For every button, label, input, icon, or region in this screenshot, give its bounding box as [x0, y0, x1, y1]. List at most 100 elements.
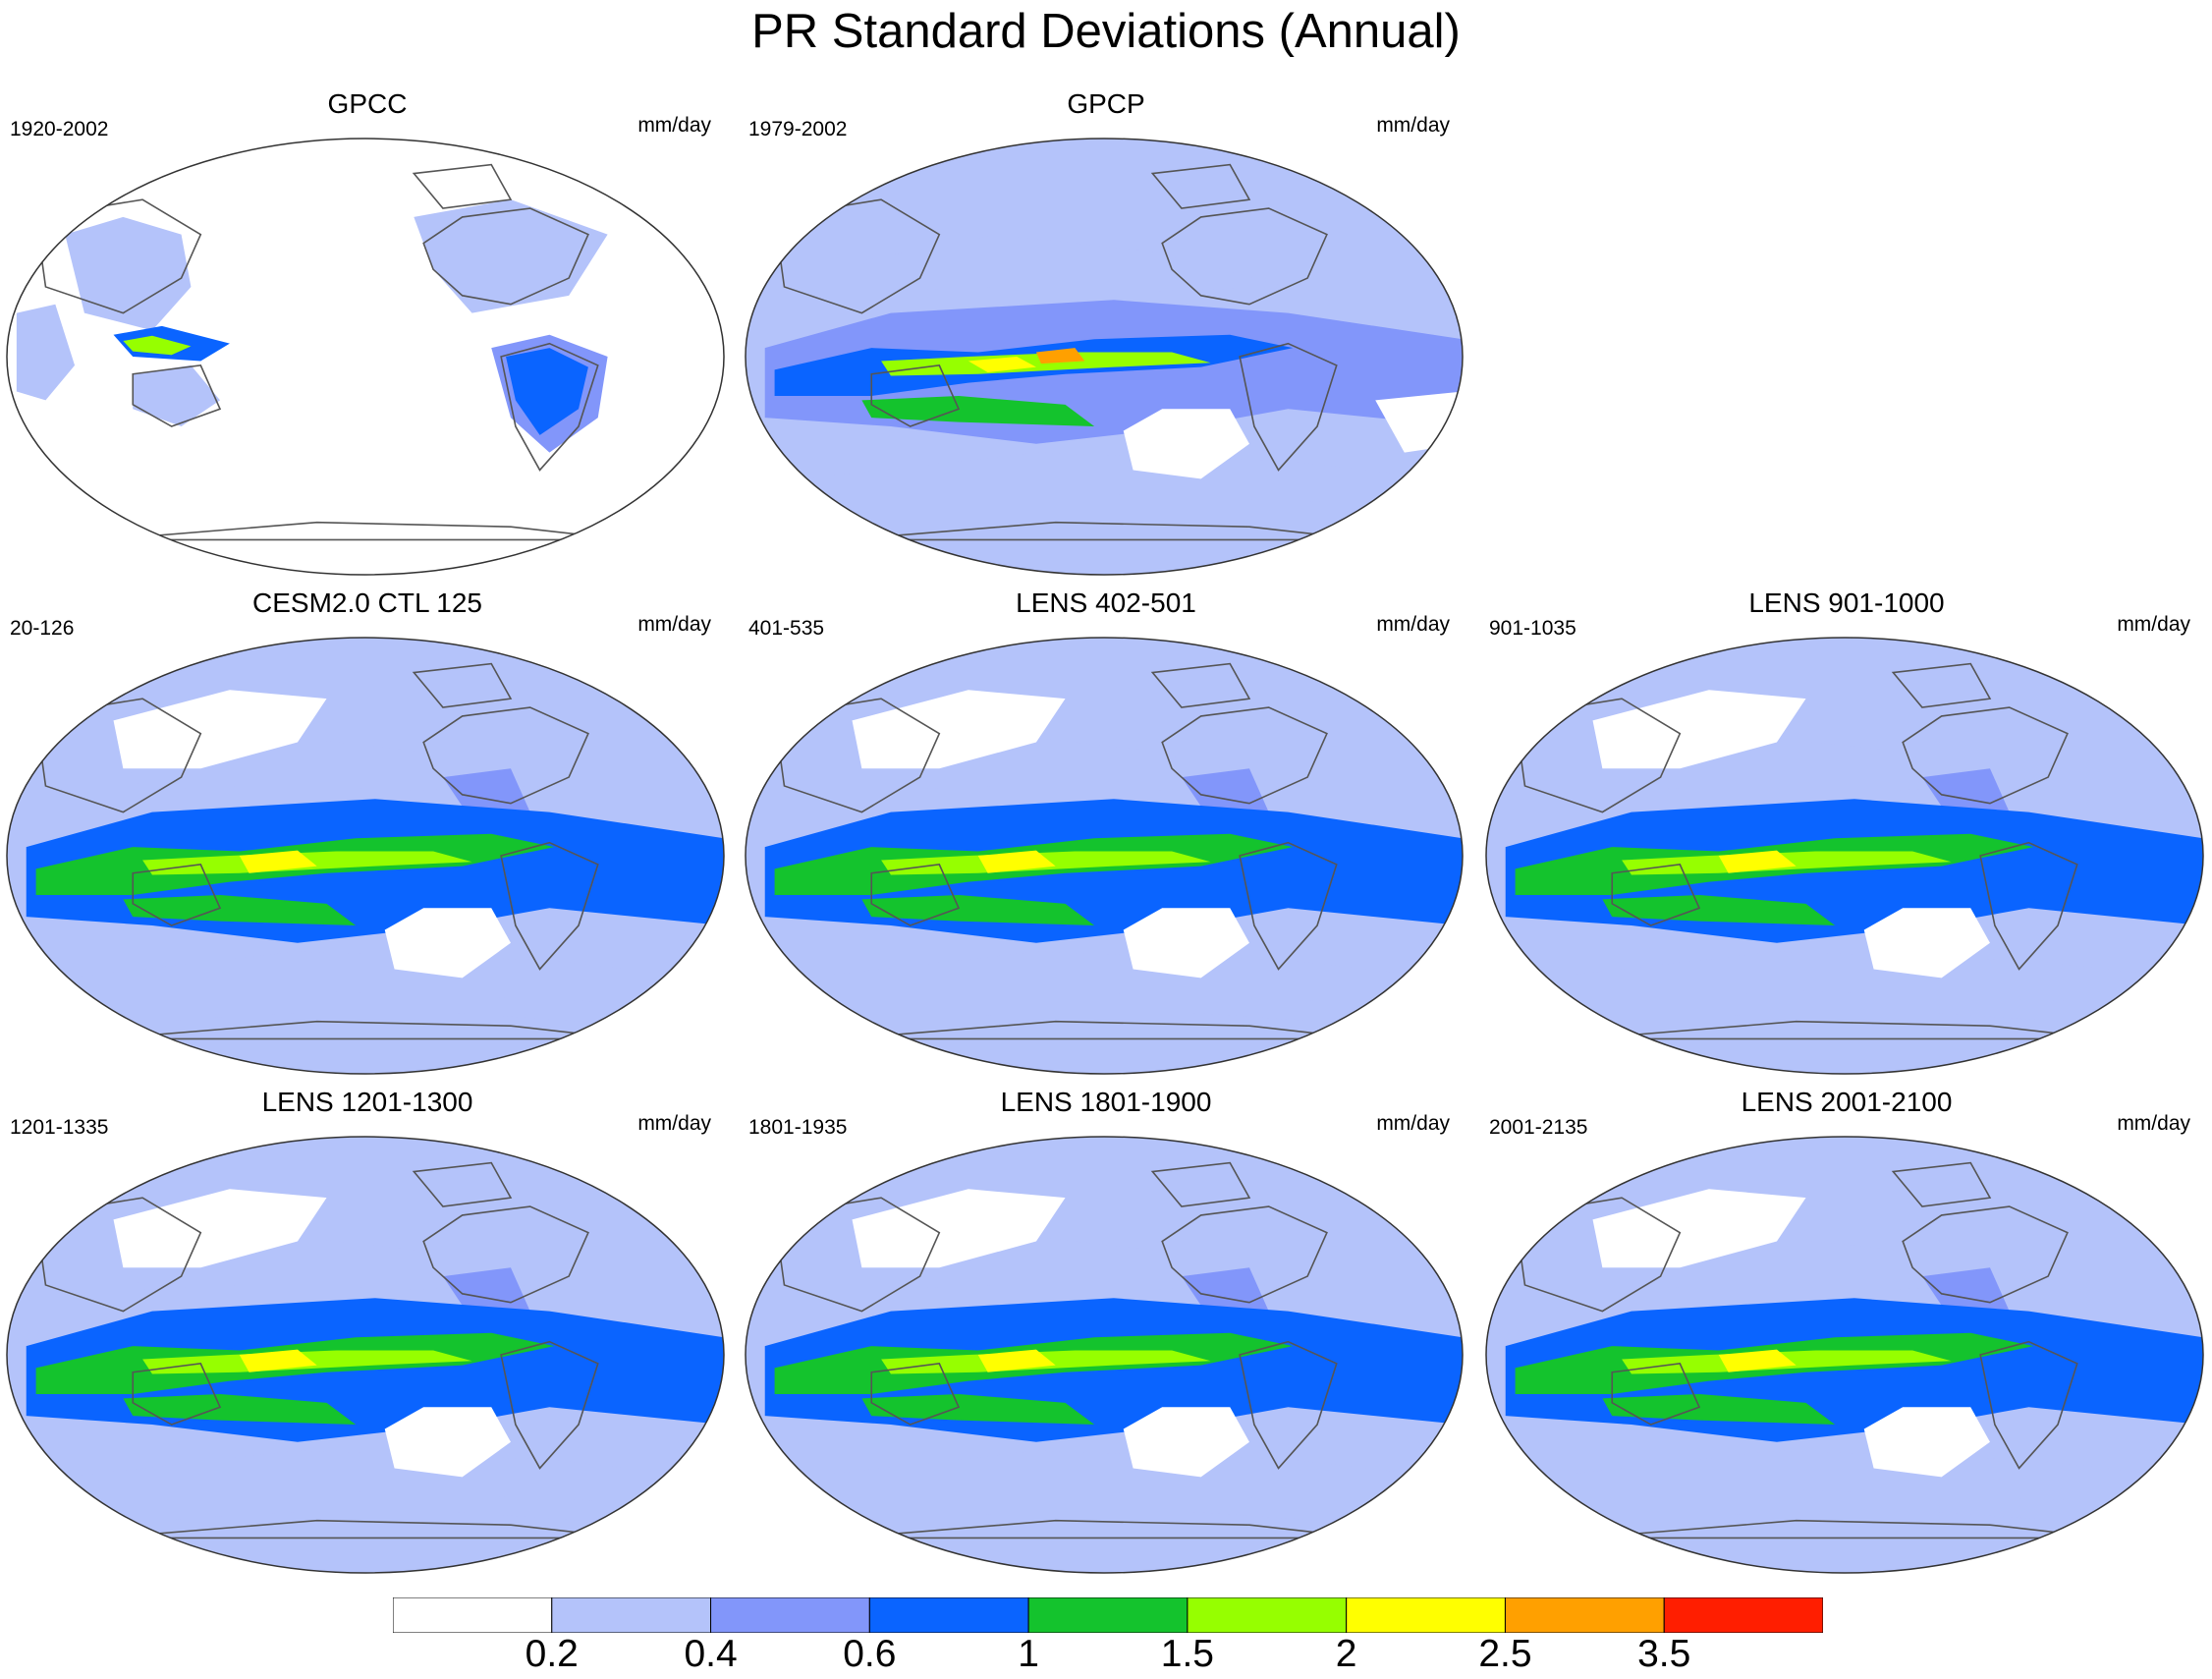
map-panel: GPCC 1920-2002 mm/day [0, 88, 735, 580]
coastline [412, 1161, 513, 1207]
coastline [1582, 1020, 2107, 1040]
colorbar-tick-label: 0.6 [843, 1633, 897, 1675]
coastline [500, 1340, 599, 1470]
map-panel: LENS 901-1000 901-1035 mm/day [1479, 588, 2212, 1079]
map-panel: LENS 402-501 401-535 mm/day [739, 588, 1473, 1079]
coastline [1582, 1519, 2107, 1539]
coastline [773, 698, 941, 813]
coastline [1161, 706, 1328, 805]
coastline [773, 198, 941, 314]
map-panel: GPCP 1979-2002 mm/day [739, 88, 1473, 580]
eurasia-low-variability-zone [1592, 1189, 1806, 1268]
panel-period: 401-535 [748, 617, 825, 640]
colorbar-segment [1346, 1597, 1506, 1633]
panel-period: 2001-2135 [1489, 1116, 1588, 1139]
spcz-band [1602, 894, 1836, 926]
coastline [422, 207, 589, 306]
asia-land-field [65, 216, 192, 331]
spcz-band [861, 395, 1095, 427]
southeast-pacific-dry-zone [1123, 409, 1249, 479]
panel-units: mm/day [637, 613, 711, 636]
coastline [422, 706, 589, 805]
coastline [103, 521, 628, 541]
coastline [842, 521, 1366, 541]
equatorial-core-peak [239, 1349, 317, 1372]
spcz-band [861, 894, 1095, 926]
map-svg [6, 637, 725, 1075]
contour-field [746, 139, 1463, 575]
coastline [1611, 1363, 1701, 1426]
map-frame [1485, 1136, 2204, 1574]
panel-title: LENS 402-501 [1016, 588, 1196, 618]
colorbar-tick-label: 2.5 [1478, 1633, 1532, 1675]
panel-units: mm/day [1376, 114, 1450, 137]
map-frame [6, 637, 725, 1075]
coastline [132, 1363, 222, 1426]
southeast-pacific-dry-zone [1863, 1407, 1990, 1478]
coastline [870, 364, 961, 427]
panel-title: GPCP [1067, 88, 1145, 119]
coastline [103, 1020, 628, 1040]
equatorial-core-peak [239, 850, 317, 873]
colorbar-tick-label: 1.5 [1160, 1633, 1214, 1675]
coastline [1514, 1197, 1682, 1313]
coastline [1239, 342, 1338, 472]
spcz-band [861, 1393, 1095, 1426]
coastline [34, 698, 202, 813]
contour-field [746, 638, 1463, 1074]
map-svg [745, 138, 1464, 576]
map-frame [1485, 637, 2204, 1075]
coastline [132, 364, 222, 427]
map-frame [745, 637, 1464, 1075]
colorbar-tick-label: 0.2 [525, 1633, 579, 1675]
equatorial-core-peak [1718, 1349, 1797, 1372]
coastline [132, 864, 222, 926]
spcz-band [1602, 1393, 1836, 1426]
coastline [34, 1197, 202, 1313]
contour-field [7, 139, 724, 575]
amazon-land-field [506, 348, 588, 435]
map-frame [6, 1136, 725, 1574]
eurasia-low-variability-zone [1592, 690, 1806, 769]
southeast-pacific-dry-zone [384, 1407, 511, 1478]
coastline [412, 163, 513, 209]
eurasia-low-variability-zone [852, 1189, 1066, 1268]
panel-period: 901-1035 [1489, 617, 1576, 640]
coastline [842, 1020, 1366, 1040]
contour-field [746, 1137, 1463, 1573]
colorbar-labels: 0.2 0.4 0.6 1 1.5 2 2.5 3.5 [0, 1633, 2212, 1678]
southeast-pacific-dry-zone [1123, 1407, 1249, 1478]
equatorial-core [881, 352, 1211, 376]
coastline [1150, 163, 1251, 209]
coastline [103, 1519, 628, 1539]
map-svg [745, 637, 1464, 1075]
panel-units: mm/day [637, 1112, 711, 1135]
panel-title: LENS 2001-2100 [1741, 1087, 1953, 1117]
coastline [842, 1519, 1366, 1539]
figure-title: PR Standard Deviations (Annual) [751, 5, 1461, 58]
panel-units: mm/day [2117, 613, 2190, 636]
colorbar-segment [1027, 1597, 1189, 1633]
coastline [1902, 1205, 2069, 1304]
colorbar-segment [1663, 1597, 1823, 1633]
eurasia-low-variability-zone [113, 1189, 327, 1268]
colorbar-tick-label: 1 [1018, 1633, 1039, 1675]
coastline [1891, 1161, 1992, 1207]
map-panel: LENS 1201-1300 1201-1335 mm/day [0, 1087, 735, 1578]
contour-field [1486, 1137, 2203, 1573]
coastline [1979, 841, 2078, 971]
map-svg [6, 138, 725, 576]
southeast-pacific-dry-zone [1863, 908, 1990, 979]
southeast-pacific-dry-zone [384, 908, 511, 979]
panel-units: mm/day [637, 114, 711, 137]
coastline [870, 864, 961, 926]
spcz-band [123, 1393, 357, 1426]
coastline [500, 342, 599, 472]
equatorial-core-peak [968, 357, 1036, 372]
africa-land-field [16, 304, 76, 401]
colorbar-segment [1187, 1597, 1348, 1633]
panel-units: mm/day [2117, 1112, 2190, 1135]
colorbar-segment [868, 1597, 1029, 1633]
colorbar-tick-label: 2 [1335, 1633, 1357, 1675]
coastline [1239, 1340, 1338, 1470]
